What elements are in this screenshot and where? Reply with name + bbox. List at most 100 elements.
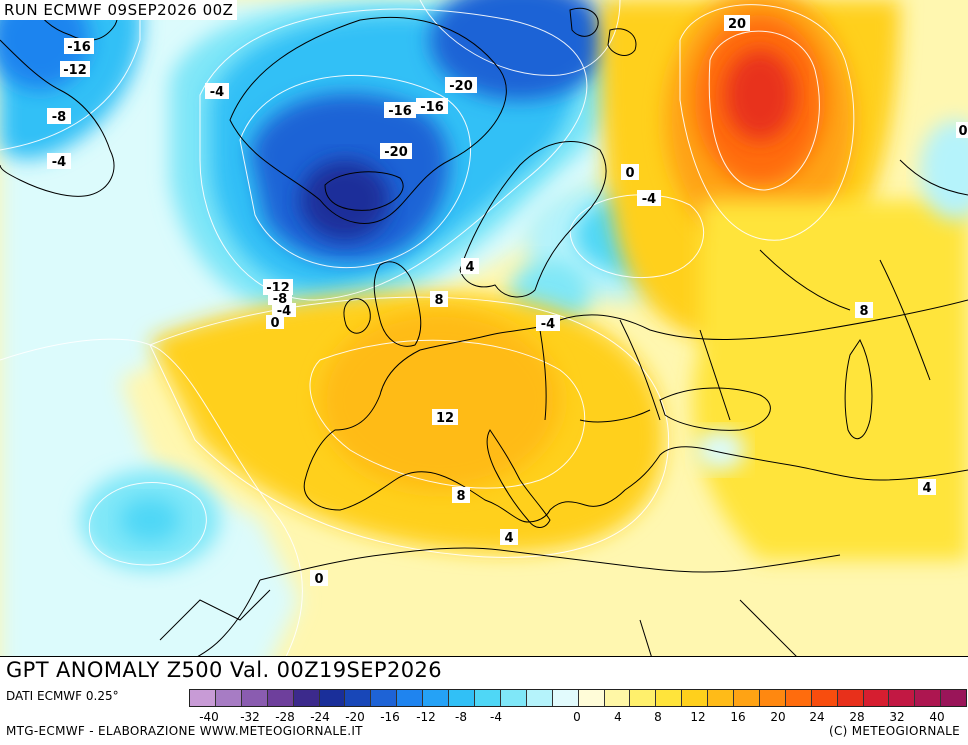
legend-swatch [526,690,553,706]
svg-text:-4: -4 [642,192,656,207]
legend-swatch [759,690,786,706]
legend-swatch [682,690,709,706]
data-source-label: DATI ECMWF 0.25° [6,689,119,703]
france-high-core [320,310,560,490]
contour-label: -20 [380,143,412,160]
svg-text:-20: -20 [384,145,408,160]
legend-swatch [734,690,760,706]
legend-swatch [345,690,372,706]
contour-label: 4 [461,258,479,275]
legend-tick-label: -12 [416,710,436,724]
legend-tick-label: 12 [690,710,706,724]
contour-label: -4 [536,315,560,332]
east-positive-zone [692,200,968,560]
legend-swatch [630,690,657,706]
run-label: RUN ECMWF 09SEP2026 00Z [0,0,238,20]
svg-text:-4: -4 [52,155,66,170]
contour-label: -20 [445,77,477,94]
legend-swatch [215,690,242,706]
legend-swatch [708,690,735,706]
color-legend [189,689,967,707]
contour-label: 8 [430,291,448,308]
contour-label: 0 [266,315,284,331]
legend-tick-label: 24 [809,710,825,724]
legend-tick-label: -40 [199,710,219,724]
legend-tick-label: -8 [455,710,467,724]
svg-text:-20: -20 [449,79,473,94]
greenland-low-core [300,160,390,240]
svg-text:8: 8 [456,489,465,504]
legend-tick-label: 4 [614,710,622,724]
legend-tick-label: -28 [275,710,295,724]
isolines [0,0,855,684]
svg-text:0: 0 [314,572,323,587]
legend-tick-label: -20 [345,710,365,724]
svg-text:-4: -4 [210,85,224,100]
map-title: GPT ANOMALY Z500 Val. 00Z19SEP2026 [6,658,443,682]
turkey-pale-spot [695,430,745,470]
map-title-bar: GPT ANOMALY Z500 Val. 00Z19SEP2026 [0,656,968,684]
svg-text:4: 4 [465,260,474,275]
svg-text:12: 12 [436,411,454,426]
contour-label: 4 [500,529,518,546]
svg-text:-8: -8 [52,110,66,125]
contour-label: -16 [384,102,416,119]
anomaly-field [0,0,968,684]
legend-swatch [837,690,864,706]
legend-tick-label: 0 [573,710,581,724]
legend-swatch [474,690,501,706]
legend-swatch [889,690,916,706]
contour-label: 0 [956,122,968,139]
contour-label: -4 [205,83,229,100]
legend-swatch [578,690,605,706]
legend-swatch [190,690,216,706]
contour-label: -16 [416,98,448,115]
legend-tick-label: 8 [654,710,662,724]
svg-text:8: 8 [434,293,443,308]
legend-tick-label: 32 [889,710,905,724]
legend-tick-label: -32 [240,710,260,724]
contour-label: 4 [918,479,936,496]
ne-corner-low [920,120,968,220]
svg-text:-4: -4 [541,317,555,332]
svg-text:0: 0 [270,316,279,331]
legend-swatch [811,690,838,706]
svg-text:0: 0 [625,166,634,181]
contour-label: -8 [47,108,71,125]
legend-tick-label: -16 [380,710,400,724]
contour-label: -4 [637,190,661,207]
contour-label: -16 [64,38,94,55]
svg-text:-12: -12 [63,63,87,78]
legend-tick-label: -24 [310,710,330,724]
legend-swatch [500,690,527,706]
contour-label: 8 [452,487,470,504]
contour-label: 20 [724,15,750,32]
legend-tick-label: 16 [730,710,746,724]
legend-swatch [423,690,450,706]
legend-tick-labels: -40 -32 -28 -24 -20 -16 -12 -8 -4 0 4 8 12 16 20 24 28 32… [189,710,967,724]
svg-text:-16: -16 [67,40,91,55]
legend-swatch [552,690,579,706]
contour-label: 8 [855,302,873,319]
legend-swatch [371,690,398,706]
copyright-text: (C) METEOGIORNALE [828,724,960,738]
legend-swatch [319,690,346,706]
legend-tick-label: -4 [490,710,502,724]
legend-swatch [785,690,812,706]
legend-swatch [604,690,631,706]
russia-high-core [725,50,795,140]
contour-labels: -16 -12 -8 -4 -4 -20 -16 -16 -20 20 0 -4… [47,15,968,587]
legend-swatch [293,690,320,706]
legend-swatch [863,690,890,706]
contour-label: -12 [60,61,90,78]
nordic-low [430,0,610,100]
legend-swatch [449,690,475,706]
legend-tick-label: 40 [929,710,945,724]
mid-atlantic-low-core [120,498,180,542]
svg-text:-16: -16 [388,104,412,119]
legend-tick-label: 20 [770,710,786,724]
legend-swatch [656,690,683,706]
svg-text:20: 20 [728,17,746,32]
contour-label: -4 [47,153,71,170]
credits-text: MTG-ECMWF - ELABORAZIONE WWW.METEOGIORNA… [6,724,363,738]
